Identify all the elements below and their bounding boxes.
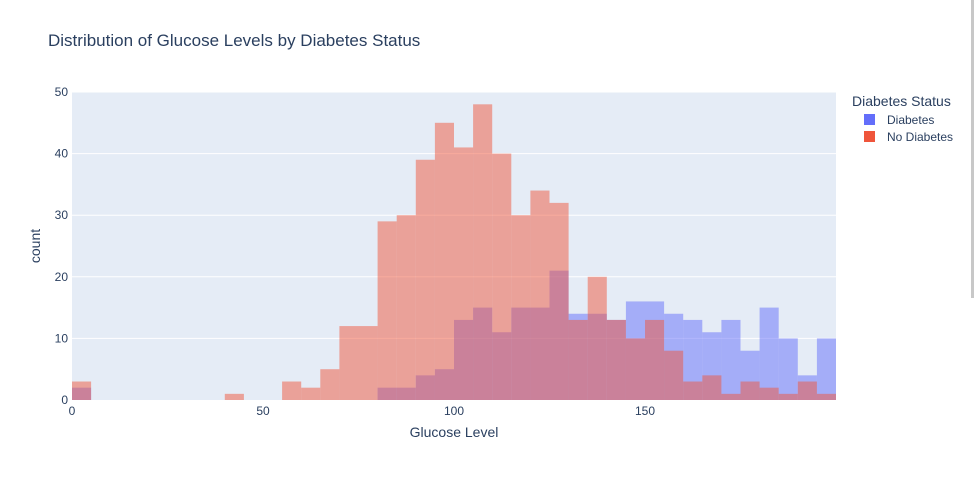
bar-no-diabetes [454,147,474,400]
bar-no-diabetes [759,387,779,400]
bar-diabetes [778,338,798,400]
bar-diabetes [816,338,836,400]
bar-no-diabetes [301,387,321,400]
bar-no-diabetes [683,381,703,400]
bar-no-diabetes [415,159,435,400]
bar-no-diabetes [339,326,359,400]
x-tick-label: 150 [635,404,655,418]
bar-no-diabetes [511,215,531,400]
bar-no-diabetes [72,381,92,400]
bar-no-diabetes [625,338,645,400]
y-tick-label: 40 [55,147,69,161]
bar-no-diabetes [587,276,607,400]
legend-swatch [864,114,875,125]
legend-swatch [864,131,875,142]
bar-diabetes [721,319,741,400]
bar-no-diabetes [721,393,741,400]
x-tick-label: 100 [444,404,464,418]
bar-no-diabetes [549,202,569,400]
bar-no-diabetes [664,350,684,400]
legend-title: Diabetes Status [852,93,951,109]
legend-entry: Diabetes [887,113,934,127]
bar-no-diabetes [377,221,397,400]
legend-entry: No Diabetes [887,130,953,144]
page-scrollbar[interactable] [971,0,974,298]
y-tick-label: 30 [55,208,69,222]
bar-no-diabetes [797,381,817,400]
bar-no-diabetes [320,369,340,400]
y-tick-label: 10 [55,331,69,345]
chart-title: Distribution of Glucose Levels by Diabet… [48,31,420,50]
legend: Diabetes Status Diabetes No Diabetes [852,93,953,144]
bar-no-diabetes [473,104,493,400]
bar-no-diabetes [702,375,722,400]
y-axis-ticks: 0 10 20 30 40 50 [55,85,69,407]
histogram-bars [72,104,836,401]
bar-no-diabetes [568,319,588,400]
bar-no-diabetes [434,122,454,401]
bar-no-diabetes [530,190,550,400]
bar-no-diabetes [396,215,416,400]
y-axis-title: count [27,229,43,263]
x-axis-title: Glucose Level [410,424,499,440]
bar-diabetes [683,319,703,400]
bar-no-diabetes [778,393,798,400]
y-tick-label: 0 [61,393,68,407]
bar-no-diabetes [224,393,244,400]
bar-no-diabetes [816,393,836,400]
y-tick-label: 20 [55,270,69,284]
bar-no-diabetes [282,381,302,400]
bar-no-diabetes [492,153,512,400]
x-tick-label: 50 [256,404,270,418]
bar-no-diabetes [358,326,378,400]
bar-no-diabetes [740,381,760,400]
x-axis-ticks: 0 50 100 150 [69,404,656,418]
x-tick-label: 0 [69,404,76,418]
y-tick-label: 50 [55,85,69,99]
bar-no-diabetes [606,319,626,400]
bar-diabetes [759,307,779,400]
bar-no-diabetes [645,319,665,400]
